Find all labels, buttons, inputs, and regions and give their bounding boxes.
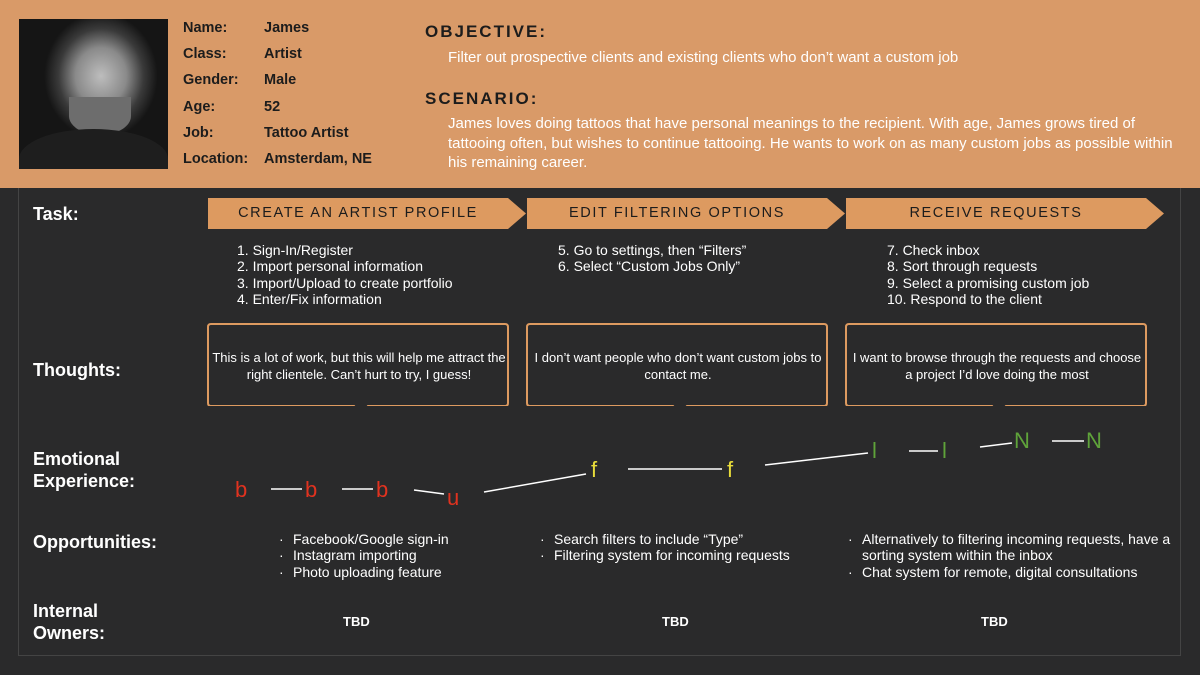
task-step: 9. Select a promising custom job (887, 274, 1090, 291)
persona-field: Class: Artist (183, 46, 302, 63)
task-step: 10. Respond to the client (887, 290, 1042, 307)
persona-header: Name: James Class: Artist Gender: Male Age:… (0, 0, 1200, 188)
scenario-heading: SCENARIO: (425, 89, 539, 108)
thought-bubble (526, 323, 828, 406)
task-step: 8. Sort through requests (887, 258, 1038, 275)
emotion-mark: N (1014, 428, 1030, 453)
emotion-mark: l (872, 438, 877, 463)
opportunity-item: Instagram importing (279, 547, 519, 564)
task-steps: 1. Sign-In/Register 2. Import personal i… (237, 242, 453, 307)
opportunity-item: Search filters to include “Type” (540, 531, 830, 548)
opportunity-list: Search filters to include “Type” Filteri… (540, 531, 830, 564)
task-step: 5. Go to settings, then “Filters” (558, 242, 747, 258)
thought-text: This is a lot of work, but this will hel… (212, 350, 506, 382)
task-step: 2. Import personal information (237, 258, 423, 275)
phase-title: CREATE AN ARTIST PROFILE (238, 205, 478, 221)
task-steps: 5. Go to settings, then “Filters” 6. Sel… (558, 242, 746, 275)
phase-title: RECEIVE REQUESTS (909, 205, 1083, 221)
persona-field: Location: Amsterdam, NE (183, 150, 372, 167)
row-label-opportunities: Opportunities: (33, 532, 157, 552)
phase-chevron (846, 198, 1164, 229)
row-label-thoughts: Thoughts: (33, 360, 121, 380)
task-step: 7. Check inbox (887, 242, 980, 258)
thought-bubble (845, 323, 1147, 406)
row-label-task: Task: (33, 204, 79, 224)
opportunity-item: Alternatively to filtering incoming requ… (848, 531, 1173, 564)
opportunity-list: Facebook/Google sign-in Instagram import… (279, 531, 519, 580)
journey-frame (18, 188, 1181, 656)
task-step: 1. Sign-In/Register (237, 242, 353, 258)
scenario-text: James loves doing tattoos that have pers… (448, 115, 1173, 171)
emotion-mark: b (376, 477, 389, 502)
task-steps: 7. Check inbox 8. Sort through requests … (887, 242, 1089, 307)
thought-bubble (207, 323, 509, 406)
emotion-mark: b (235, 477, 248, 502)
emotion-mark: f (591, 457, 598, 482)
persona-info: Name: James Class: Artist Gender: Male Age:… (183, 20, 372, 177)
owner-value: TBD (981, 614, 1008, 629)
emotion-mark: f (727, 457, 734, 482)
phase-title: EDIT FILTERING OPTIONS (569, 205, 785, 221)
opportunity-item: Facebook/Google sign-in (279, 531, 519, 548)
phase-chevron (527, 198, 845, 229)
owner-value: TBD (343, 614, 370, 629)
opportunity-item: Photo uploading feature (279, 564, 519, 581)
thought-text: I don’t want people who don’t want custo… (534, 350, 822, 382)
emotion-mark: b (305, 477, 318, 502)
opportunity-item: Chat system for remote, digital consulta… (848, 564, 1173, 581)
thought-text: I want to browse through the requests an… (852, 350, 1142, 382)
persona-field: Gender: Male (183, 72, 297, 89)
owner-value: TBD (662, 614, 689, 629)
emotion-mark: l (942, 438, 947, 463)
row-label-emotional: Emotional Experience: (33, 449, 136, 491)
opportunity-item: Filtering system for incoming requests (540, 547, 830, 564)
emotion-mark: N (1086, 428, 1102, 453)
objective-heading: OBJECTIVE: (425, 22, 548, 41)
persona-photo (19, 19, 168, 169)
persona-field: Job: Tattoo Artist (183, 124, 349, 141)
opportunity-list: Alternatively to filtering incoming requ… (848, 531, 1173, 580)
task-step: 6. Select “Custom Jobs Only” (558, 258, 741, 275)
task-step: 4. Enter/Fix information (237, 290, 382, 307)
row-label-owners: Internal Owners: (33, 601, 106, 643)
task-step: 3. Import/Upload to create portfolio (237, 274, 453, 291)
phase-chevron (208, 198, 526, 229)
persona-field: Age: 52 (183, 98, 281, 115)
persona-field: Name: James (183, 20, 310, 36)
emotion-mark: u (447, 485, 460, 510)
objective-text: Filter out prospective clients and exist… (448, 49, 959, 66)
